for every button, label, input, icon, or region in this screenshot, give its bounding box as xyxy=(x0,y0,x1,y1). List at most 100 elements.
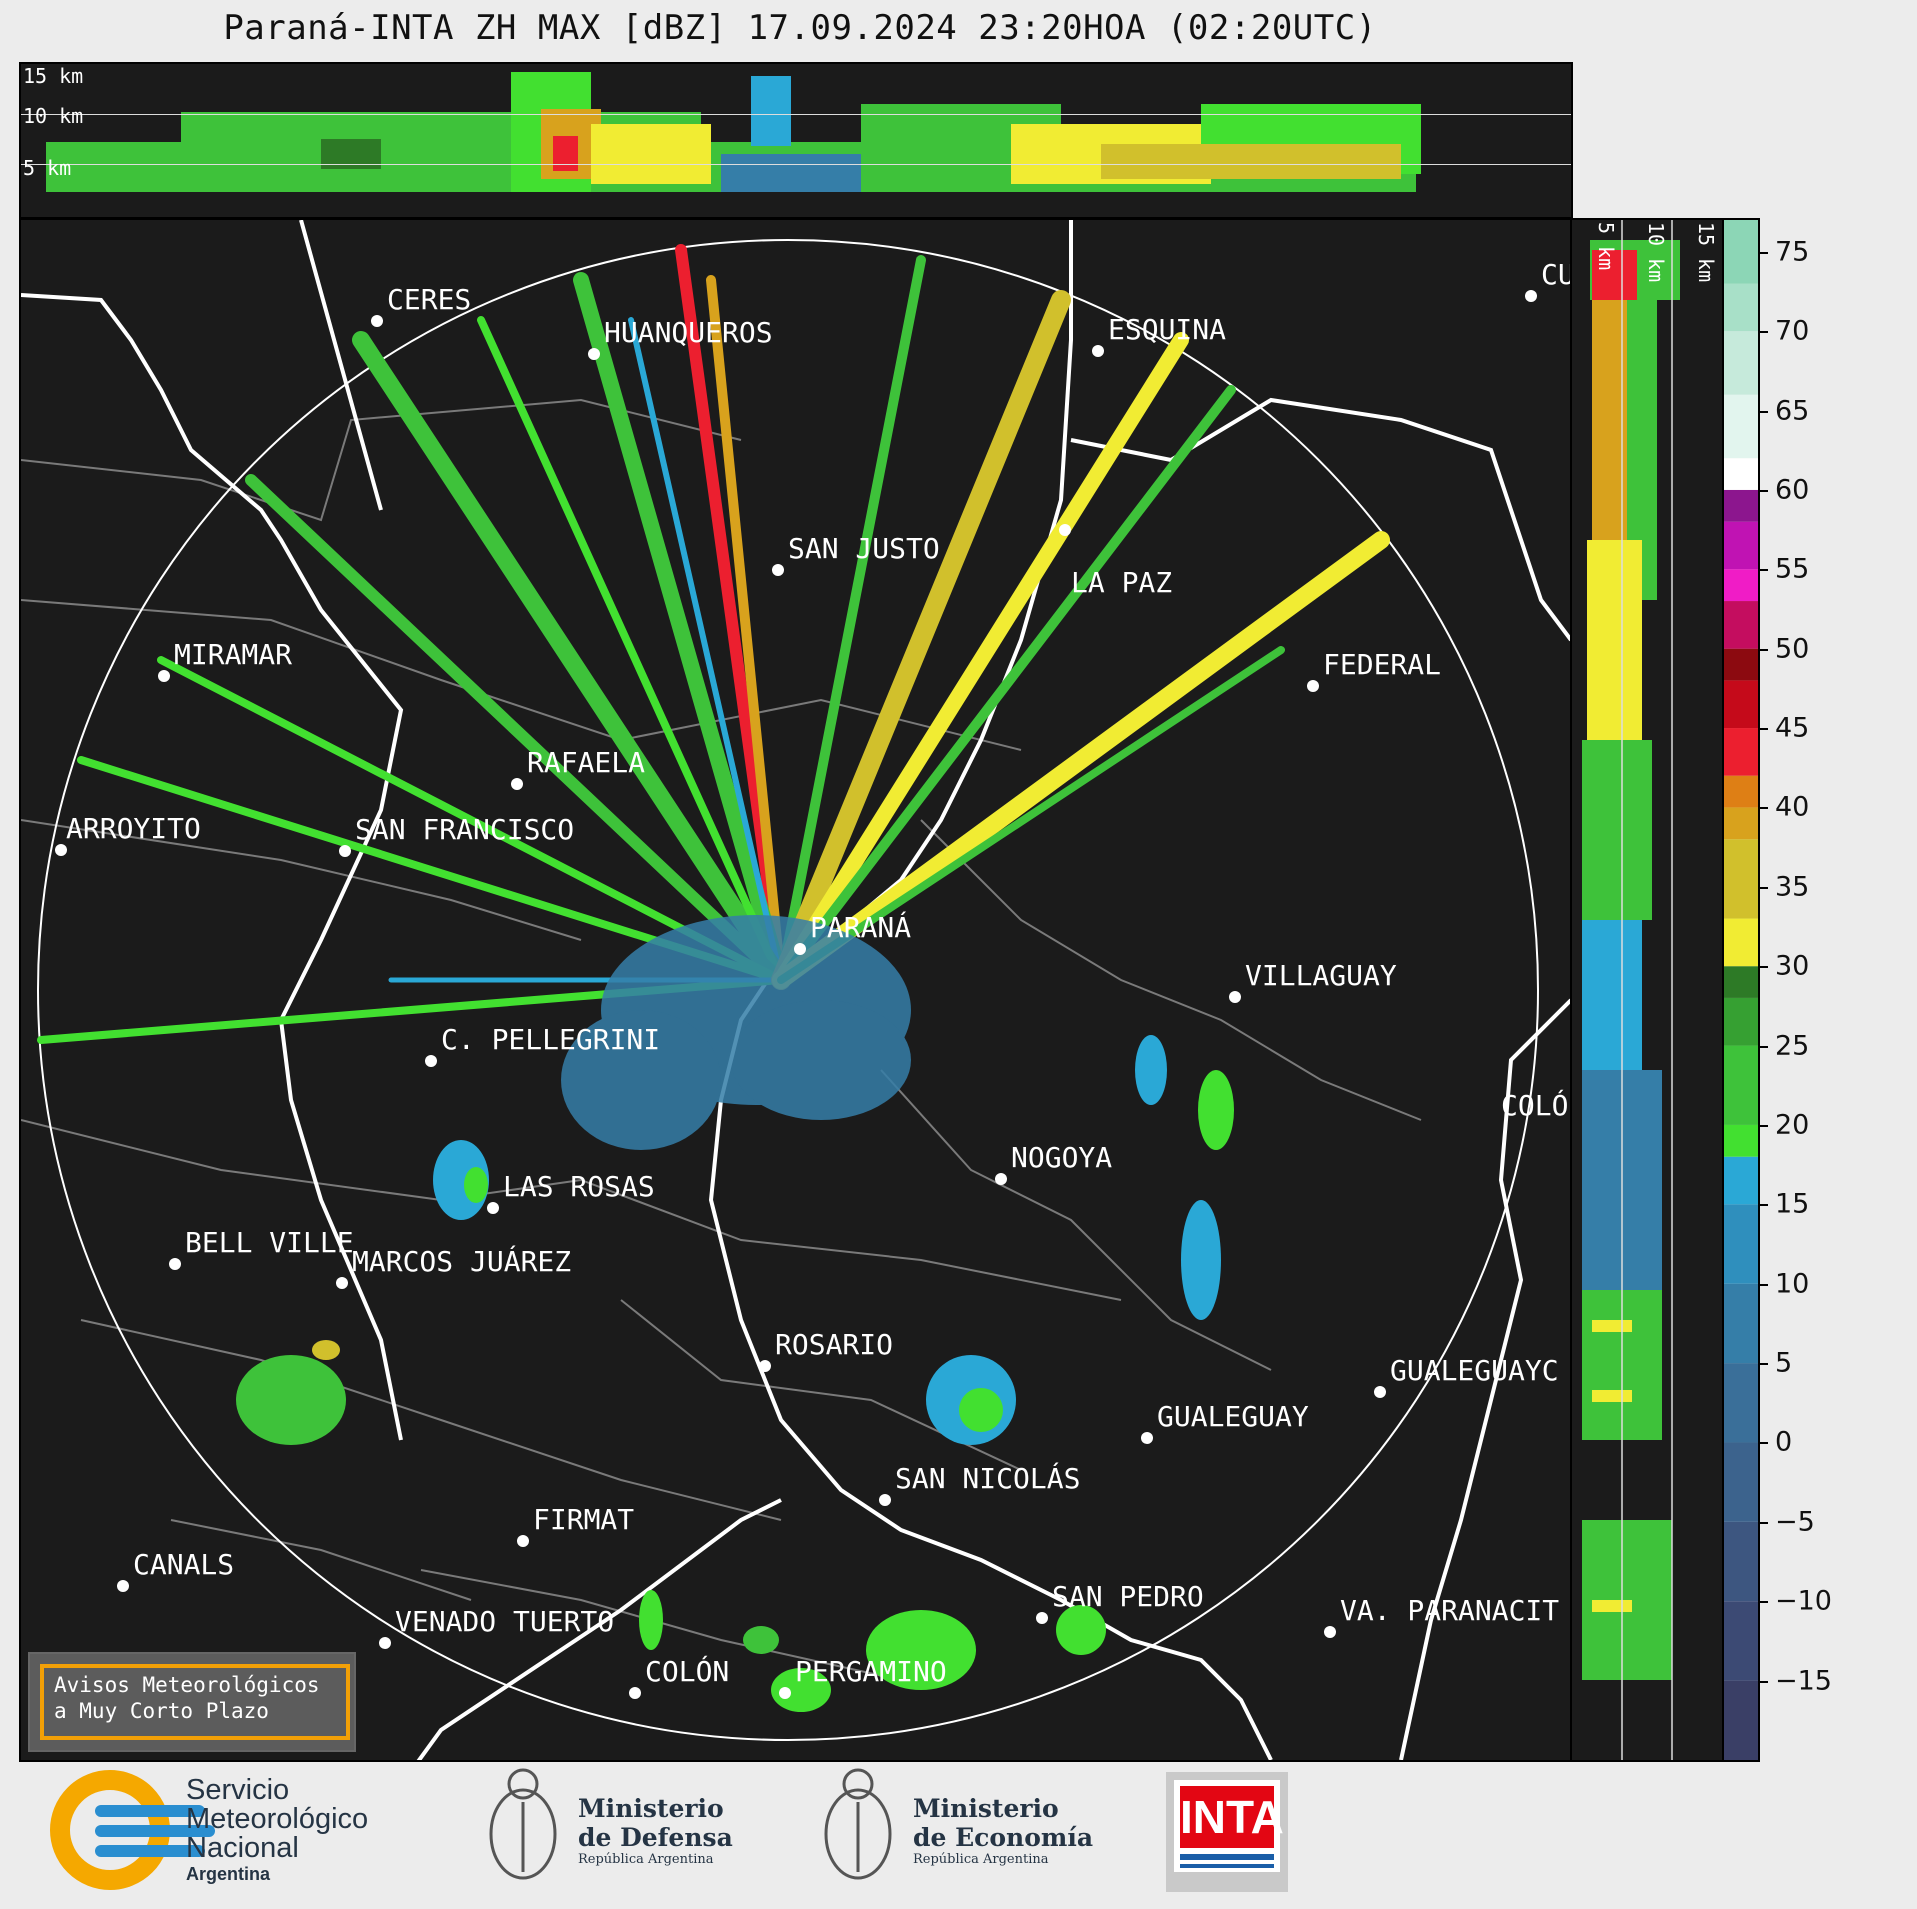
city-label: LA PAZ xyxy=(1071,566,1172,599)
colorbar-segment xyxy=(1724,1204,1758,1284)
colorbar-tick-label: 35 xyxy=(1775,871,1810,903)
city-label: SAN JUSTO xyxy=(788,532,940,565)
colorbar-segment xyxy=(1724,807,1758,840)
km-label-5: 5 km xyxy=(23,156,72,180)
city-label: C. PELLEGRINI xyxy=(441,1023,660,1056)
city-label: GUALEGUAY xyxy=(1157,1400,1309,1433)
colorbar-segment xyxy=(1724,1156,1758,1205)
city-label: GUALEGUAYC xyxy=(1390,1354,1559,1387)
city-labels: CERES HUANQUEROS ESQUINA CU SAN JUSTO LA… xyxy=(66,258,1571,1688)
colorbar-segment xyxy=(1724,569,1758,602)
colorbar-segment xyxy=(1724,648,1758,681)
colorbar-segment xyxy=(1724,601,1758,649)
city-label: HUANQUEROS xyxy=(604,316,773,349)
city-label: FEDERAL xyxy=(1323,648,1441,681)
colorbar-tick-label: 15 xyxy=(1775,1188,1810,1220)
km-label-15: 15 km xyxy=(23,64,84,88)
colorbar-tick-label: −15 xyxy=(1775,1665,1832,1697)
beam-north-2 xyxy=(706,275,786,985)
beam-nw-3 xyxy=(245,474,787,986)
colorbar-segment xyxy=(1724,1124,1758,1157)
beam-w-1 xyxy=(157,656,785,984)
colorbar-tick xyxy=(1758,1363,1768,1366)
colorbar-segment xyxy=(1724,489,1758,522)
colorbar-tick-label: 50 xyxy=(1775,633,1810,665)
colorbar-tick xyxy=(1758,1045,1768,1048)
city-label: CERES xyxy=(387,283,471,316)
colorbar-segment xyxy=(1724,839,1758,919)
warning-box[interactable]: Avisos Meteorológicos a Muy Corto Plazo xyxy=(28,1652,356,1752)
km-label-10: 10 km xyxy=(23,104,84,128)
city-label: CU xyxy=(1541,258,1571,291)
beam-nw-1 xyxy=(352,331,790,989)
beam-north-4 xyxy=(628,317,784,983)
colorbar-tick-label: 55 xyxy=(1775,553,1810,585)
colorbar-tick xyxy=(1758,331,1768,334)
smn-logo-icon xyxy=(50,1770,215,1890)
colorbar-segment xyxy=(1724,966,1758,998)
defensa-logo-text: Ministerio de Defensa República Argentin… xyxy=(578,1794,733,1867)
colorbar-tick xyxy=(1758,410,1768,413)
cross-section-echoes xyxy=(46,72,1421,192)
logos-footer: Servicio Meteorológico Nacional Argentin… xyxy=(0,1762,1917,1909)
colorbar-segment xyxy=(1724,1045,1758,1125)
beam-ne-2 xyxy=(771,290,1071,990)
colorbar-tick-label: 5 xyxy=(1775,1347,1793,1379)
colorbar-tick xyxy=(1758,966,1768,969)
city-label: ESQUINA xyxy=(1108,313,1226,346)
city-label: CANALS xyxy=(133,1548,234,1581)
colorbar-segment xyxy=(1724,1363,1758,1443)
scattered-echoes xyxy=(236,1035,1234,1712)
range-ring xyxy=(37,239,1539,1741)
side-km-5: 5 km xyxy=(1594,222,1618,271)
city-label: NOGOYA xyxy=(1011,1141,1112,1174)
colorbar-segment xyxy=(1724,680,1758,729)
smn-logo-text: Servicio Meteorológico Nacional Argentin… xyxy=(186,1774,369,1885)
city-markers xyxy=(55,290,1537,1699)
beam-e-1 xyxy=(772,531,1390,989)
colorbar-tick xyxy=(1758,1442,1768,1445)
colorbar-segment xyxy=(1724,1680,1758,1760)
beam-ne-4 xyxy=(776,385,1236,985)
beam-e-2 xyxy=(777,646,1285,984)
warning-line-2: a Muy Corto Plazo xyxy=(54,1699,269,1723)
radar-map: CERES HUANQUEROS ESQUINA CU SAN JUSTO LA… xyxy=(19,218,1573,1762)
city-label: SAN PEDRO xyxy=(1052,1580,1204,1613)
clutter-around-radar xyxy=(561,915,911,1150)
city-label: ARROYITO xyxy=(66,812,201,845)
city-label: VENADO TUERTO xyxy=(395,1605,614,1638)
city-label: SAN NICOLÁS xyxy=(895,1461,1080,1495)
side-km-15: 15 km xyxy=(1694,222,1718,283)
beam-ne-3 xyxy=(773,332,1189,988)
colorbar-segment xyxy=(1724,918,1758,967)
colorbar-tick-label: −10 xyxy=(1775,1585,1832,1617)
colorbar-segment xyxy=(1724,728,1758,776)
city-label: LAS ROSAS xyxy=(503,1170,655,1203)
colorbar-tick xyxy=(1758,569,1768,572)
city-label: FIRMAT xyxy=(533,1503,634,1536)
warning-line-1: Avisos Meteorológicos xyxy=(54,1673,320,1697)
colorbar-tick xyxy=(1758,489,1768,492)
colorbar-segment xyxy=(1724,521,1758,570)
colorbar-tick-label: −5 xyxy=(1775,1506,1815,1538)
colorbar-tick-label: 30 xyxy=(1775,950,1810,982)
side-echoes xyxy=(1582,220,1680,1760)
coat-of-arms-icon xyxy=(824,1768,892,1880)
city-label: MARCOS JUÁREZ xyxy=(352,1244,571,1278)
colorbar-segment xyxy=(1724,1601,1758,1681)
city-label: VILLAGUAY xyxy=(1245,959,1397,992)
colorbar-tick-label: 40 xyxy=(1775,791,1810,823)
colorbar-tick xyxy=(1758,1124,1768,1127)
beam-nw-2 xyxy=(477,316,785,984)
colorbar-tick-label: 0 xyxy=(1775,1426,1793,1458)
colorbar-tick xyxy=(1758,728,1768,731)
colorbar-segment xyxy=(1724,775,1758,808)
colorbar-tick xyxy=(1758,1204,1768,1207)
colorbar-tick-label: 60 xyxy=(1775,474,1810,506)
colorbar-tick xyxy=(1758,807,1768,810)
colorbar-segment xyxy=(1724,458,1758,490)
colorbar-tick xyxy=(1758,1521,1768,1524)
colorbar-tick-label: 75 xyxy=(1775,236,1810,268)
economia-logo-text: Ministerio de Economía República Argenti… xyxy=(913,1794,1094,1867)
colorbar-tick-label: 25 xyxy=(1775,1030,1810,1062)
